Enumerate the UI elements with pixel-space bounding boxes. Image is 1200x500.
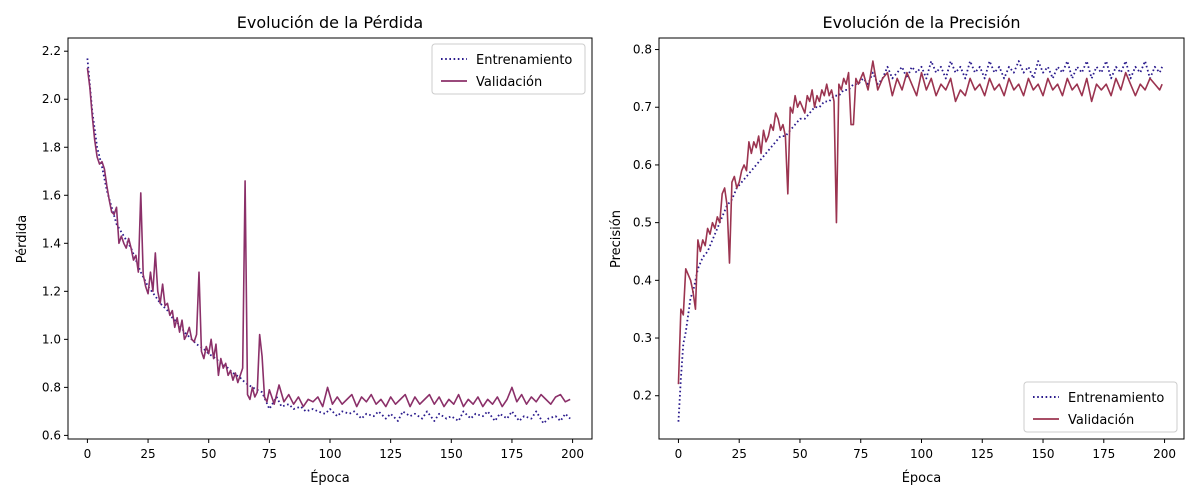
series-line-validacion xyxy=(86,67,571,408)
x-tick-label: 125 xyxy=(379,447,402,461)
legend-label: Validación xyxy=(1068,413,1134,428)
y-tick-label: 0.2 xyxy=(633,389,652,403)
x-tick-label: 75 xyxy=(262,447,277,461)
axis-ticks: 0 25 50 75 100 125 150 175 200 0.6 0.8 1.0 1.2 1.4 1.6… xyxy=(42,44,584,461)
x-tick-label: 50 xyxy=(792,447,807,461)
y-tick-label: 2.0 xyxy=(42,92,61,106)
x-tick-label: 200 xyxy=(561,447,584,461)
series-line-validacion xyxy=(677,60,1163,385)
legend-label: Entrenamiento xyxy=(1068,391,1164,406)
series-line-entrenamiento xyxy=(677,60,1163,422)
x-tick-label: 100 xyxy=(319,447,342,461)
series-line-entrenamiento xyxy=(86,58,571,425)
x-tick-label: 125 xyxy=(971,447,994,461)
plot-frame xyxy=(658,37,1185,440)
y-tick-label: 1.4 xyxy=(42,236,61,250)
legend-box xyxy=(431,43,586,95)
x-tick-label: 150 xyxy=(1032,447,1055,461)
y-tick-label: 1.8 xyxy=(42,140,61,154)
x-tick-label: 0 xyxy=(84,447,92,461)
loss-chart: Evolución de la Pérdida Época Pérdida 0 2… xyxy=(15,13,593,486)
legend-label: Validación xyxy=(476,75,542,90)
x-axis-label: Época xyxy=(310,470,350,486)
y-tick-label: 0.3 xyxy=(633,331,652,345)
y-tick-label: 0.6 xyxy=(42,428,61,442)
y-tick-label: 0.8 xyxy=(633,43,652,57)
x-tick-label: 175 xyxy=(1092,447,1115,461)
x-tick-label: 50 xyxy=(201,447,216,461)
x-tick-label: 150 xyxy=(440,447,463,461)
plot-lines xyxy=(677,60,1163,422)
x-tick-label: 25 xyxy=(140,447,155,461)
legend-label: Entrenamiento xyxy=(476,53,572,68)
y-axis-label: Pérdida xyxy=(15,215,30,264)
legend: Entrenamiento Validación xyxy=(1023,381,1178,433)
x-tick-label: 25 xyxy=(732,447,747,461)
y-tick-label: 1.6 xyxy=(42,188,61,202)
legend: Entrenamiento Validación xyxy=(431,43,586,95)
y-tick-label: 2.2 xyxy=(42,44,61,58)
chart-title: Evolución de la Precisión xyxy=(822,13,1020,32)
x-tick-label: 175 xyxy=(500,447,523,461)
y-tick-label: 1.0 xyxy=(42,332,61,346)
y-tick-label: 0.6 xyxy=(633,158,652,172)
y-axis-label: Precisión xyxy=(609,210,624,268)
x-tick-label: 75 xyxy=(853,447,868,461)
accuracy-chart: Evolución de la Precisión Época Precisió… xyxy=(609,13,1185,486)
y-tick-label: 0.5 xyxy=(633,216,652,230)
axis-ticks: 0 25 50 75 100 125 150 175 200 0.2 0.3 0.4 0.5 0.6 0.7… xyxy=(633,43,1176,461)
y-tick-label: 1.2 xyxy=(42,284,61,298)
y-tick-label: 0.8 xyxy=(42,380,61,394)
x-tick-label: 200 xyxy=(1153,447,1176,461)
x-tick-label: 100 xyxy=(910,447,933,461)
y-tick-label: 0.4 xyxy=(633,273,652,287)
plot-frame xyxy=(67,37,593,440)
x-axis-label: Época xyxy=(902,470,942,486)
chart-title: Evolución de la Pérdida xyxy=(237,13,423,32)
legend-box xyxy=(1023,381,1178,433)
plot-lines xyxy=(86,58,571,425)
x-tick-label: 0 xyxy=(675,447,683,461)
y-tick-label: 0.7 xyxy=(633,100,652,114)
